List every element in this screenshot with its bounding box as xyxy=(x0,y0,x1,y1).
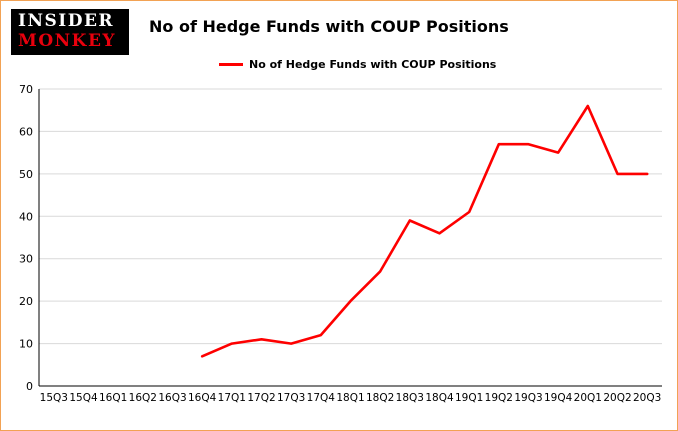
legend-label: No of Hedge Funds with COUP Positions xyxy=(249,58,497,71)
x-tick-label: 19Q2 xyxy=(485,392,513,404)
y-tick-label: 50 xyxy=(19,168,33,181)
x-tick-label: 16Q4 xyxy=(188,392,217,404)
x-tick-label: 16Q3 xyxy=(158,392,186,404)
x-tick-label: 18Q3 xyxy=(396,392,424,404)
y-tick-label: 30 xyxy=(19,253,33,266)
y-tick-label: 0 xyxy=(26,380,33,393)
x-tick-label: 17Q1 xyxy=(218,392,246,404)
y-tick-label: 60 xyxy=(19,125,33,138)
series-line xyxy=(200,104,649,358)
x-tick-label: 20Q1 xyxy=(574,392,602,404)
x-tick-label: 19Q3 xyxy=(514,392,542,404)
logo-text-monkey: MONKEY xyxy=(18,31,117,51)
x-tick-label: 17Q3 xyxy=(277,392,305,404)
y-tick-label: 40 xyxy=(19,210,33,223)
logo-text-insider: INSIDER xyxy=(18,11,115,32)
x-tick-label: 16Q2 xyxy=(129,392,157,404)
y-tick-label: 70 xyxy=(19,83,33,96)
y-tick-label: 10 xyxy=(19,338,33,351)
x-tick-label: 15Q4 xyxy=(69,392,98,404)
chart-title: No of Hedge Funds with COUP Positions xyxy=(149,17,509,36)
x-tick-label: 15Q3 xyxy=(40,392,68,404)
x-tick-label: 19Q1 xyxy=(455,392,483,404)
x-tick-label: 20Q2 xyxy=(603,392,631,404)
legend: No of Hedge Funds with COUP Positions xyxy=(219,58,496,71)
x-tick-label: 20Q3 xyxy=(633,392,661,404)
x-tick-label: 18Q4 xyxy=(425,392,454,404)
x-tick-label: 16Q1 xyxy=(99,392,127,404)
insider-monkey-logo: INSIDER MONKEY xyxy=(11,9,129,55)
legend-line-swatch-icon xyxy=(219,63,243,66)
x-tick-label: 18Q1 xyxy=(336,392,364,404)
x-tick-label: 19Q4 xyxy=(544,392,573,404)
y-tick-label: 20 xyxy=(19,295,33,308)
x-tick-label: 17Q2 xyxy=(247,392,275,404)
x-tick-label: 18Q2 xyxy=(366,392,394,404)
x-tick-label: 17Q4 xyxy=(307,392,336,404)
